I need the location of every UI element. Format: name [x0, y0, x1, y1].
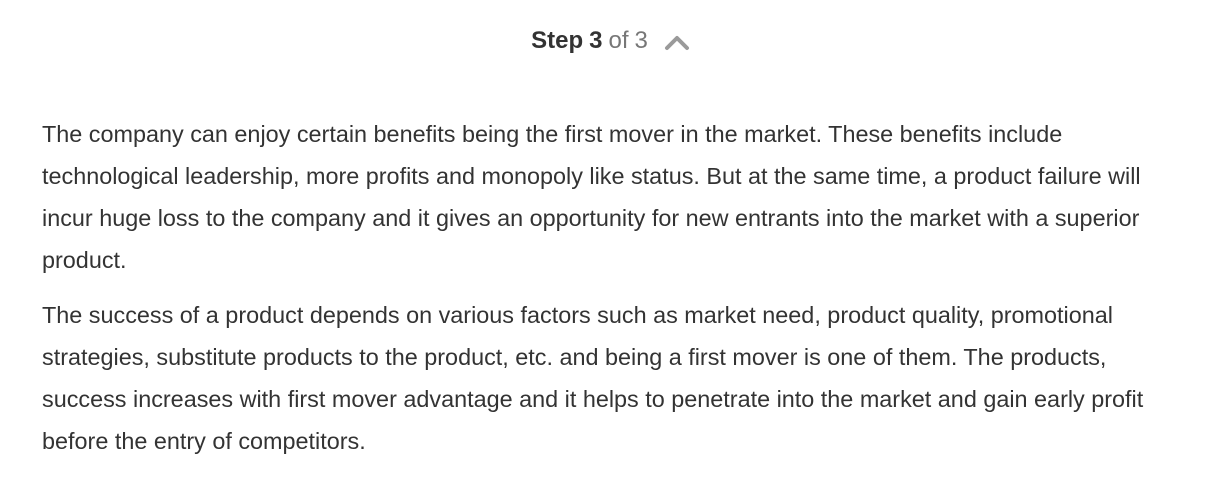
- step-label: Step: [531, 27, 584, 54]
- chevron-up-icon[interactable]: [664, 31, 690, 51]
- paragraph-first-mover-benefits: The company can enjoy certain benefits b…: [42, 121, 1141, 273]
- step-current-number: 3: [589, 27, 603, 54]
- step-content: The company can enjoy certain benefits b…: [42, 113, 1192, 475]
- step-total-number: 3: [634, 27, 648, 54]
- step-header: Step 3 of 3: [0, 26, 1221, 56]
- paragraph-product-success: The success of a product depends on vari…: [42, 302, 1144, 454]
- step-of-label: of: [608, 27, 629, 54]
